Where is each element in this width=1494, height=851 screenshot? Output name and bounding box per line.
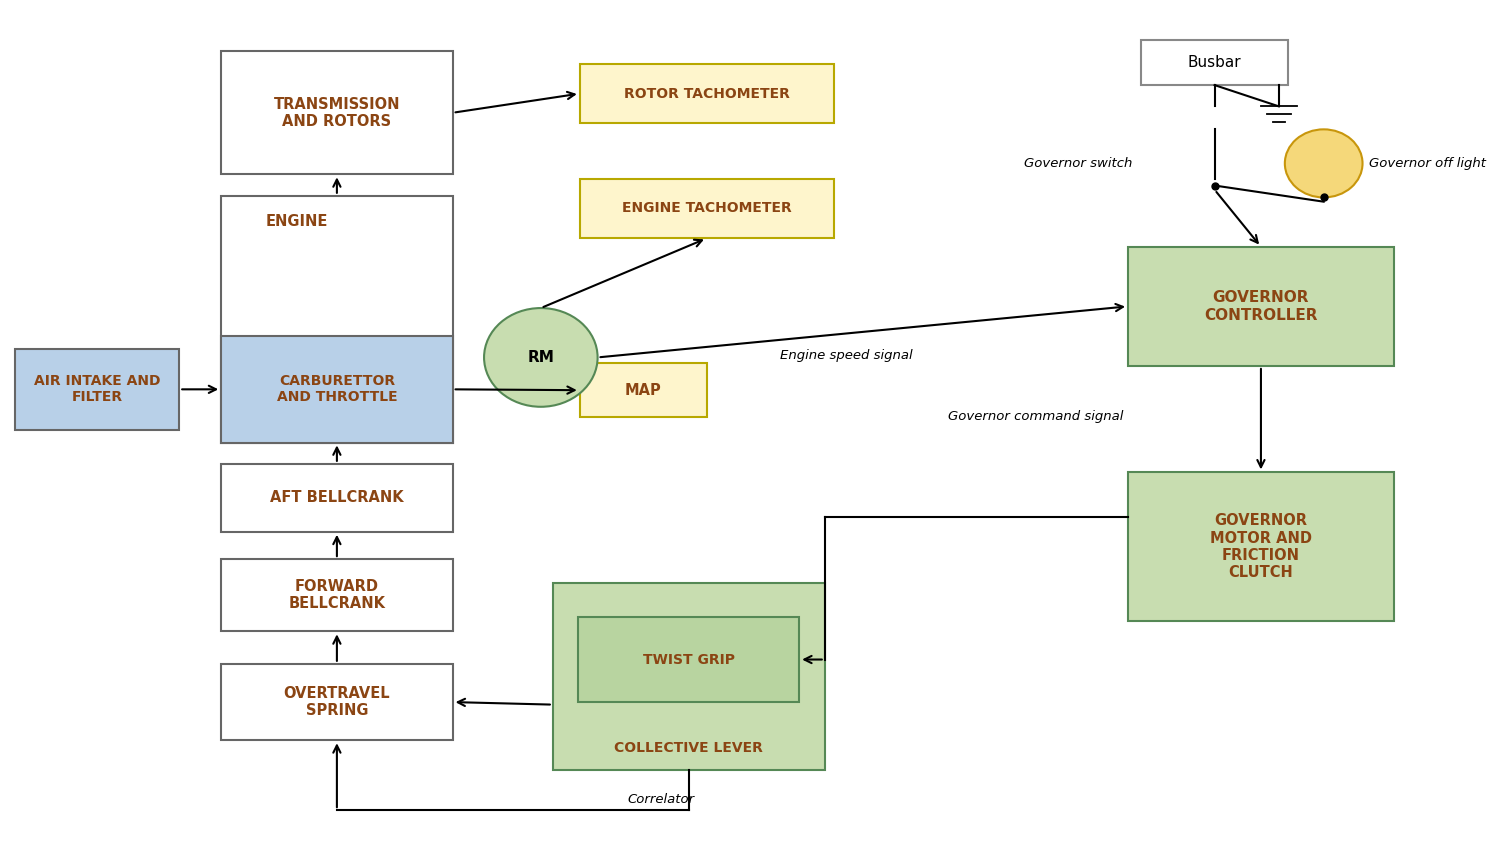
Text: Busbar: Busbar — [1188, 55, 1242, 70]
Text: ENGINE TACHOMETER: ENGINE TACHOMETER — [622, 202, 792, 215]
FancyBboxPatch shape — [221, 464, 453, 532]
Text: AFT BELLCRANK: AFT BELLCRANK — [270, 490, 403, 505]
Text: Governor off light: Governor off light — [1369, 157, 1485, 170]
FancyBboxPatch shape — [578, 617, 799, 702]
Text: ENGINE: ENGINE — [266, 214, 329, 229]
FancyBboxPatch shape — [580, 179, 834, 238]
FancyBboxPatch shape — [221, 559, 453, 631]
Text: Correlator: Correlator — [627, 793, 695, 807]
FancyBboxPatch shape — [1141, 40, 1288, 85]
FancyBboxPatch shape — [1128, 472, 1394, 621]
Text: RM: RM — [527, 350, 554, 365]
FancyBboxPatch shape — [221, 336, 453, 443]
Text: ROTOR TACHOMETER: ROTOR TACHOMETER — [623, 87, 790, 100]
Text: AIR INTAKE AND
FILTER: AIR INTAKE AND FILTER — [34, 374, 160, 404]
Text: Governor command signal: Governor command signal — [949, 410, 1123, 424]
Text: Governor switch: Governor switch — [1023, 157, 1132, 170]
Text: CARBURETTOR
AND THROTTLE: CARBURETTOR AND THROTTLE — [276, 374, 397, 404]
FancyBboxPatch shape — [553, 583, 825, 770]
FancyBboxPatch shape — [580, 64, 834, 123]
Text: FORWARD
BELLCRANK: FORWARD BELLCRANK — [288, 579, 385, 612]
Text: TWIST GRIP: TWIST GRIP — [642, 653, 735, 666]
Text: MAP: MAP — [624, 383, 662, 397]
Text: OVERTRAVEL
SPRING: OVERTRAVEL SPRING — [284, 686, 390, 718]
Text: COLLECTIVE LEVER: COLLECTIVE LEVER — [614, 741, 763, 755]
Text: Engine speed signal: Engine speed signal — [780, 349, 913, 363]
Text: TRANSMISSION
AND ROTORS: TRANSMISSION AND ROTORS — [273, 96, 400, 129]
Text: GOVERNOR
CONTROLLER: GOVERNOR CONTROLLER — [1204, 290, 1318, 323]
FancyBboxPatch shape — [15, 349, 179, 430]
FancyBboxPatch shape — [221, 196, 453, 443]
FancyBboxPatch shape — [1128, 247, 1394, 366]
Ellipse shape — [1285, 129, 1363, 197]
FancyBboxPatch shape — [580, 363, 707, 417]
FancyBboxPatch shape — [221, 664, 453, 740]
FancyBboxPatch shape — [221, 51, 453, 174]
Text: GOVERNOR
MOTOR AND
FRICTION
CLUTCH: GOVERNOR MOTOR AND FRICTION CLUTCH — [1210, 513, 1312, 580]
Ellipse shape — [484, 308, 598, 407]
